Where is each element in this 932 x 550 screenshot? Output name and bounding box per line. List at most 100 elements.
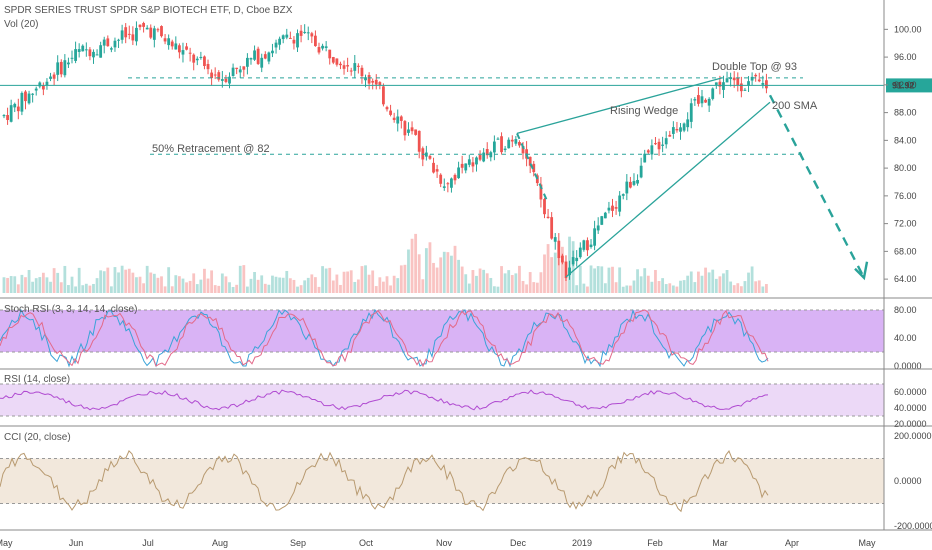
volume-bar bbox=[142, 283, 145, 293]
candle-body bbox=[607, 207, 611, 211]
volume-bar bbox=[757, 280, 761, 293]
candle-body bbox=[364, 77, 367, 81]
indicator-tick-label: 40.00 bbox=[894, 333, 917, 343]
volume-bar bbox=[13, 276, 17, 293]
volume-bar bbox=[84, 283, 88, 293]
candle-body bbox=[643, 153, 647, 163]
candle-body bbox=[145, 27, 149, 30]
candle-body bbox=[220, 79, 224, 81]
candle-body bbox=[496, 138, 500, 140]
volume-bar bbox=[242, 265, 246, 293]
candle-body bbox=[478, 154, 482, 160]
candle-body bbox=[253, 50, 256, 60]
volume-bar bbox=[675, 286, 679, 293]
candle-body bbox=[67, 62, 70, 65]
volume-bar bbox=[546, 244, 550, 293]
wedge-upper-line bbox=[516, 77, 723, 135]
candle-body bbox=[45, 81, 49, 86]
candle-body bbox=[446, 183, 450, 185]
candle-body bbox=[614, 207, 618, 209]
candle-body bbox=[249, 58, 253, 60]
volume-bar bbox=[661, 278, 665, 293]
candle-body bbox=[260, 57, 264, 68]
volume-bar bbox=[342, 271, 346, 293]
candle-body bbox=[543, 199, 546, 215]
volume-bar bbox=[403, 264, 407, 293]
chart-title: SPDR SERIES TRUST SPDR S&P BIOTECH ETF, … bbox=[4, 5, 293, 16]
candle-body bbox=[317, 47, 321, 53]
volume-bar bbox=[356, 279, 360, 293]
volume-bar bbox=[152, 273, 156, 293]
x-tick-label: Feb bbox=[647, 538, 663, 548]
volume-bar bbox=[281, 277, 285, 293]
candle-body bbox=[424, 152, 428, 157]
candle-body bbox=[99, 45, 103, 58]
volume-bar bbox=[560, 246, 564, 293]
candle-body bbox=[271, 50, 274, 54]
candle-body bbox=[314, 35, 317, 47]
volume-bar bbox=[736, 283, 740, 293]
candle-body bbox=[346, 65, 350, 67]
candle-body bbox=[278, 38, 282, 45]
volume-bar bbox=[138, 276, 142, 293]
volume-bar bbox=[471, 270, 475, 293]
volume-bar bbox=[482, 269, 486, 293]
cci-panel: 200.0000 0.0000 -200.0000 CCI (20, close) bbox=[0, 425, 932, 531]
volume-bar bbox=[700, 275, 704, 293]
indicator-tick-label: 60.0000 bbox=[894, 387, 927, 397]
candle-body bbox=[235, 67, 239, 69]
volume-bar bbox=[593, 268, 597, 293]
candle-body bbox=[711, 88, 715, 99]
volume-bar bbox=[507, 270, 511, 293]
candle-body bbox=[92, 51, 95, 58]
candle-body bbox=[736, 77, 740, 86]
projection-arrow bbox=[768, 94, 866, 279]
candle-body bbox=[117, 39, 120, 41]
candle-body bbox=[177, 45, 181, 53]
indicator-line bbox=[0, 449, 769, 513]
candle-body bbox=[371, 80, 375, 83]
volume-bar bbox=[92, 283, 95, 293]
candle-body bbox=[707, 98, 711, 106]
candle-body bbox=[24, 91, 27, 102]
volume-bar bbox=[618, 267, 622, 293]
volume-bar bbox=[331, 280, 335, 293]
indicator-tick-label: 0.0000 bbox=[894, 476, 922, 486]
volume-bar bbox=[475, 275, 478, 293]
candle-body bbox=[181, 50, 185, 55]
y-tick-label: 100.00 bbox=[894, 24, 922, 34]
candle-body bbox=[299, 30, 303, 36]
volume-bar bbox=[335, 274, 339, 293]
indicator-tick-label: -200.0000 bbox=[894, 521, 932, 531]
rsi-label: RSI (14, close) bbox=[4, 374, 70, 385]
candle-body bbox=[59, 61, 63, 75]
candle-body bbox=[228, 76, 231, 84]
volume-bar bbox=[52, 268, 56, 293]
candles bbox=[2, 21, 768, 282]
candle-body bbox=[414, 129, 418, 135]
volume-bar bbox=[160, 276, 163, 293]
candle-body bbox=[274, 42, 278, 48]
volume-bar bbox=[328, 267, 332, 293]
candle-body bbox=[671, 127, 675, 134]
main-price-panel: 91.92 Double Top @ 93 Rising Wedge 50% Retr… bbox=[0, 5, 932, 293]
candle-body bbox=[725, 78, 729, 83]
volume-bar bbox=[271, 275, 274, 293]
volume-bar bbox=[63, 265, 67, 293]
candle-body bbox=[460, 163, 464, 168]
candle-body bbox=[135, 27, 138, 42]
volume-bar bbox=[686, 275, 690, 293]
x-tick-label: May bbox=[0, 538, 13, 548]
candle-body bbox=[432, 162, 435, 173]
candle-body bbox=[428, 155, 432, 159]
volume-bar bbox=[453, 245, 457, 293]
candle-body bbox=[586, 240, 589, 251]
volume-bar bbox=[496, 286, 500, 293]
volume-bar bbox=[278, 277, 282, 293]
candle-body bbox=[442, 186, 446, 188]
candle-body bbox=[521, 145, 525, 154]
volume-bar bbox=[88, 285, 92, 293]
volume-bar bbox=[761, 286, 765, 293]
candle-body bbox=[27, 93, 31, 104]
